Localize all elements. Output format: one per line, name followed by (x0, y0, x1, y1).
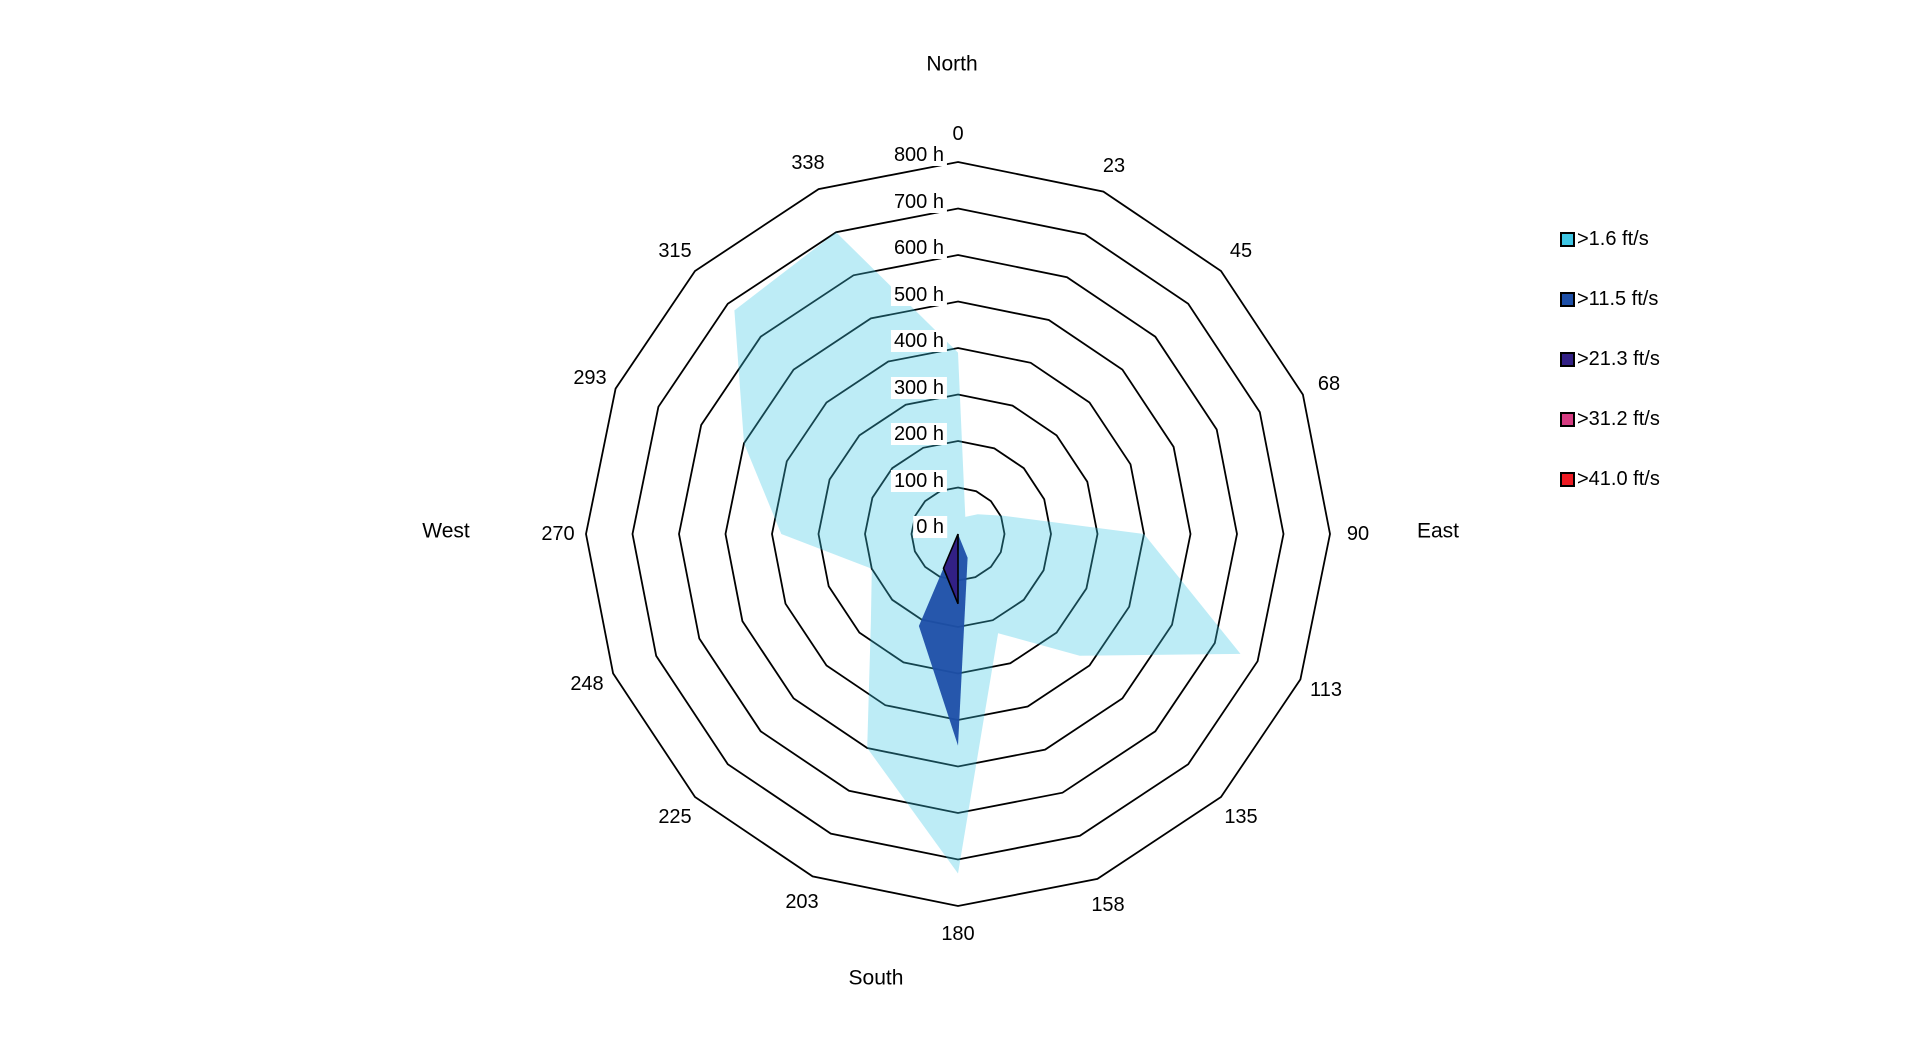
radial-tick-400h: 400 h (890, 330, 947, 352)
compass-label-south: South (848, 966, 904, 990)
angle-label-225: 225 (658, 806, 692, 828)
angle-label-90: 90 (1346, 523, 1370, 545)
grid-ring-700h (631, 207, 1285, 861)
radial-tick-300h: 300 h (890, 377, 947, 399)
compass-label-east: East (1416, 519, 1460, 543)
grid-ring-800h (585, 161, 1331, 907)
legend-label: >31.2 ft/s (1577, 407, 1660, 430)
angle-label-180: 180 (941, 923, 975, 945)
angle-label-113: 113 (1310, 679, 1342, 701)
radial-tick-700h: 700 h (890, 191, 947, 213)
grid-ring-600h (678, 254, 1238, 814)
radial-tick-100h: 100 h (890, 470, 947, 492)
angle-label-338: 338 (791, 152, 825, 174)
legend-item-11.5fts[interactable]: >11.5 ft/s (1560, 287, 1659, 310)
legend-label: >21.3 ft/s (1577, 347, 1660, 370)
legend-label: >11.5 ft/s (1577, 287, 1659, 310)
angle-label-135: 135 (1224, 806, 1258, 828)
legend-item-1.6fts[interactable]: >1.6 ft/s (1560, 227, 1649, 250)
angle-label-45: 45 (1229, 240, 1253, 262)
grid-ring-500h (724, 300, 1192, 768)
angle-label-68: 68 (1317, 373, 1341, 395)
angle-label-203: 203 (785, 891, 819, 913)
legend-swatch-icon (1560, 411, 1575, 427)
radial-tick-200h: 200 h (890, 423, 947, 445)
angle-label-293: 293 (573, 367, 607, 389)
angle-label-315: 315 (658, 240, 692, 262)
angle-label-23: 23 (1102, 155, 1126, 177)
compass-label-north: North (926, 52, 978, 76)
legend-swatch-icon (1560, 471, 1575, 487)
legend-item-31.2fts[interactable]: >31.2 ft/s (1560, 407, 1660, 430)
series-area-21.3fts (942, 533, 959, 605)
legend-label: >41.0 ft/s (1577, 467, 1660, 490)
legend-label: >1.6 ft/s (1577, 227, 1649, 250)
radial-tick-500h: 500 h (890, 284, 947, 306)
angle-label-248: 248 (570, 673, 604, 695)
angle-label-270: 270 (541, 523, 575, 545)
legend-swatch-icon (1560, 231, 1575, 247)
legend-swatch-icon (1560, 291, 1575, 307)
series-area-1.6fts (734, 232, 1241, 874)
angle-label-0: 0 (952, 123, 964, 145)
radial-tick-800h: 800 h (890, 144, 947, 166)
compass-label-west: West (422, 519, 470, 543)
legend-item-41.0fts[interactable]: >41.0 ft/s (1560, 467, 1660, 490)
legend-item-21.3fts[interactable]: >21.3 ft/s (1560, 347, 1660, 370)
legend-swatch-icon (1560, 351, 1575, 367)
radial-tick-0h: 0 h (913, 516, 947, 538)
radial-tick-600h: 600 h (890, 237, 947, 259)
angle-label-158: 158 (1091, 894, 1125, 916)
